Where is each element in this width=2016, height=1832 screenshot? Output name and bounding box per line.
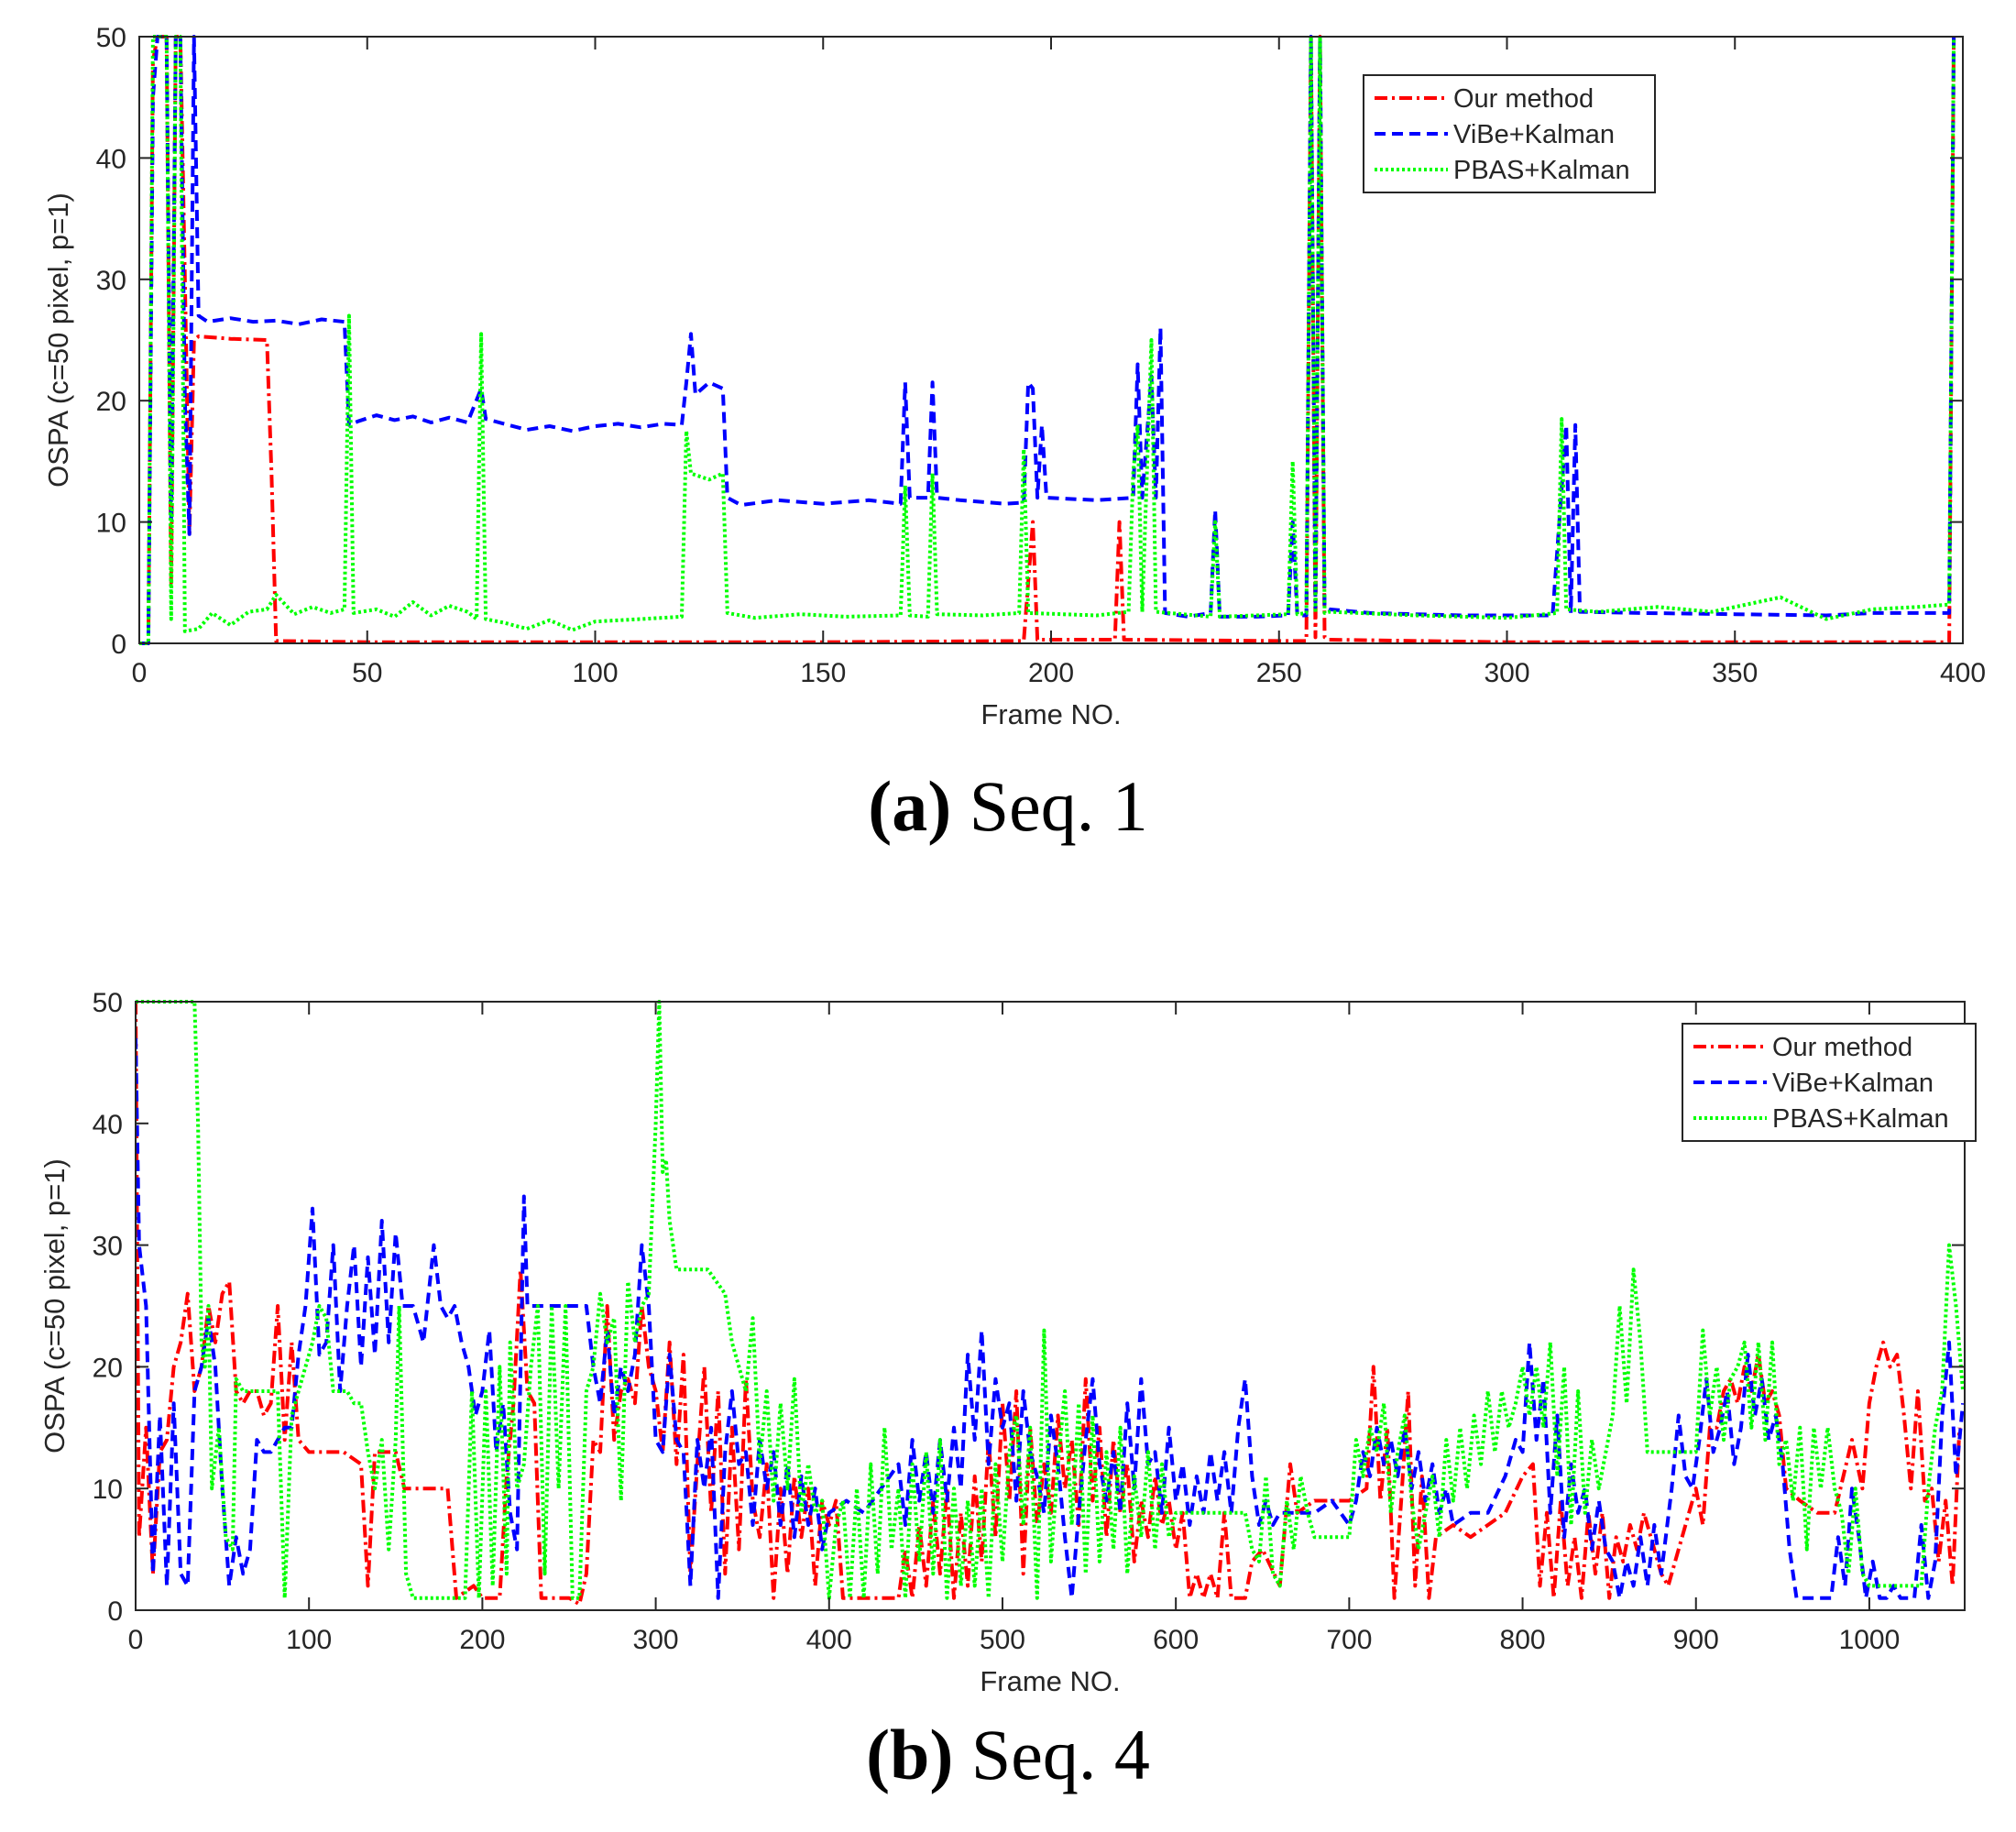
- x-tick-label: 300: [633, 1625, 679, 1655]
- series-line-pbas-kalman: [139, 35, 1956, 645]
- x-tick-label: 0: [132, 658, 148, 688]
- legend-label: Our method: [1772, 1033, 1912, 1062]
- legend-label: Our method: [1453, 84, 1594, 114]
- y-tick-label: 10: [96, 509, 126, 539]
- y-tick-label: 0: [107, 1596, 123, 1627]
- x-tick-label: 200: [1028, 658, 1074, 688]
- y-axis-label: OSPA (c=50 pixel, p=1): [42, 192, 74, 488]
- series-line-vibe-kalman: [139, 35, 1956, 645]
- x-tick-label: 500: [980, 1625, 1025, 1655]
- y-tick-label: 0: [111, 630, 126, 660]
- x-tick-label: 150: [800, 658, 846, 688]
- x-tick-label: 100: [286, 1625, 332, 1655]
- x-tick-label: 400: [806, 1625, 852, 1655]
- y-tick-label: 40: [96, 144, 126, 174]
- y-tick-label: 10: [93, 1475, 123, 1505]
- y-tick-label: 50: [93, 988, 123, 1018]
- caption-b: (b) Seq. 4: [0, 1714, 2016, 1796]
- y-tick-label: 30: [93, 1232, 123, 1262]
- y-tick-label: 20: [96, 387, 126, 417]
- x-tick-label: 350: [1712, 658, 1758, 688]
- y-tick-label: 40: [93, 1110, 123, 1140]
- legend-label: ViBe+Kalman: [1772, 1069, 1934, 1098]
- legend-label: PBAS+Kalman: [1453, 156, 1630, 185]
- y-tick-label: 30: [96, 266, 126, 296]
- x-tick-label: 250: [1256, 658, 1302, 688]
- caption-a: (a) Seq. 1: [0, 765, 2016, 848]
- x-axis-label: Frame NO.: [980, 1665, 1120, 1697]
- x-tick-label: 50: [352, 658, 382, 688]
- x-tick-label: 200: [459, 1625, 505, 1655]
- caption-a-text: Seq. 1: [969, 766, 1148, 846]
- caption-b-letter: (b): [866, 1715, 954, 1794]
- x-tick-label: 0: [128, 1625, 144, 1655]
- legend-label: PBAS+Kalman: [1772, 1104, 1949, 1134]
- chart-a: 0 50 100 150 200 250 300 350 400 0 10 20 30 40 50 Frame…: [42, 23, 1986, 730]
- plot-area: [139, 37, 1963, 643]
- x-tick-label: 700: [1326, 1625, 1372, 1655]
- legend: Our method ViBe+Kalman PBAS+Kalman: [1682, 1023, 1977, 1142]
- legend-label: ViBe+Kalman: [1453, 120, 1615, 149]
- x-axis-label: Frame NO.: [981, 698, 1121, 730]
- chart-b: 0 100 200 300 400 500 600 700 800 900 1000 0 10 20 30 4…: [38, 988, 1977, 1697]
- caption-b-text: Seq. 4: [970, 1715, 1150, 1794]
- series-line-our-method: [136, 1001, 1962, 1607]
- axes-frame: [135, 1001, 1966, 1611]
- x-tick-label: 900: [1673, 1625, 1719, 1655]
- x-tick-label: 400: [1940, 658, 1986, 688]
- y-axis-label: OSPA (c=50 pixel, p=1): [38, 1158, 71, 1454]
- y-tick-label: 50: [96, 23, 126, 53]
- caption-a-letter: (a): [868, 766, 952, 846]
- x-tick-label: 300: [1484, 658, 1529, 688]
- x-tick-label: 600: [1153, 1625, 1199, 1655]
- x-tick-label: 100: [572, 658, 618, 688]
- legend: Our method ViBe+Kalman PBAS+Kalman: [1363, 74, 1656, 193]
- x-tick-label: 1000: [1839, 1625, 1901, 1655]
- y-tick-label: 20: [93, 1353, 123, 1383]
- x-tick-label: 800: [1500, 1625, 1546, 1655]
